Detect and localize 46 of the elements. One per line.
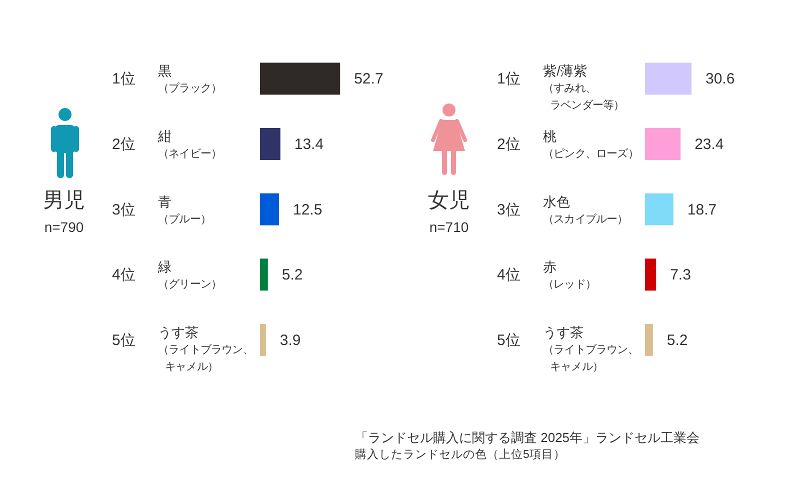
data-label: 52.7 <box>354 70 384 88</box>
data-label: 5.2 <box>282 266 303 284</box>
bar <box>645 324 653 356</box>
bar <box>645 258 656 291</box>
bar <box>260 62 340 95</box>
text: 2位 <box>497 136 520 153</box>
y-tick-label: うす茶（ライトブラウン、キャメル） <box>543 324 638 373</box>
y-tick-label: 水色（スカイブルー） <box>543 194 628 226</box>
text: 5位 <box>497 332 520 349</box>
text: 4位 <box>112 266 136 284</box>
y-tick-label: うす茶（ライトブラウン、キャメル） <box>158 324 254 373</box>
data-label: 12.5 <box>293 201 322 218</box>
y-tick-label: 紺（ネイビー） <box>157 129 222 160</box>
text: n=790 <box>44 219 84 235</box>
bar <box>260 258 268 291</box>
text: 1位 <box>497 70 520 88</box>
bar <box>260 193 279 226</box>
text: 購入したランドセルの色（上位5項目） <box>355 447 566 461</box>
data-label: 7.3 <box>670 266 691 284</box>
data-label: 23.4 <box>694 136 724 153</box>
bar <box>645 193 674 226</box>
text: n=710 <box>429 219 469 235</box>
text: 2位 <box>112 136 136 153</box>
data-label: 18.7 <box>687 201 717 218</box>
data-label: 13.4 <box>294 136 324 153</box>
y-tick-label: 桃（ピンク、ローズ） <box>543 129 638 160</box>
data-label: 3.9 <box>280 332 301 349</box>
y-tick-label: 黒（ブラック） <box>158 64 222 95</box>
y-tick-label: 緑（グリーン） <box>157 260 222 291</box>
y-tick-label: 紫/薄紫（すみれ、ラベンダー等） <box>543 64 624 112</box>
text: 「ランドセル購入に関する調査 2025年」ランドセル工業会 <box>355 430 700 445</box>
bar <box>260 128 280 160</box>
bar <box>645 62 692 95</box>
text: 1位 <box>112 70 136 88</box>
y-tick-label: 赤（レッド） <box>543 260 596 291</box>
text: 男児 <box>43 189 85 212</box>
bar <box>645 128 681 160</box>
text: 女児 <box>428 189 470 212</box>
text: 3位 <box>112 201 136 218</box>
text: 3位 <box>497 201 520 218</box>
y-tick-label: 青（ブルー） <box>158 194 212 226</box>
bar <box>260 324 266 356</box>
data-label: 5.2 <box>666 332 688 349</box>
data-label: 30.6 <box>706 70 735 88</box>
text: 5位 <box>112 332 136 349</box>
text: 4位 <box>497 266 520 284</box>
